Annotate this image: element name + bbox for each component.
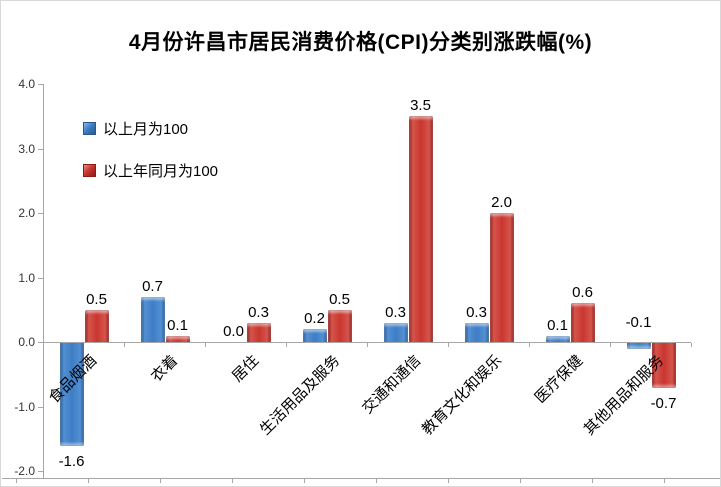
bar-blue-生活用品及服务 [302, 329, 327, 342]
bar-blue-医疗保健 [545, 335, 570, 342]
bottom-frame-tick [664, 479, 665, 483]
y-axis-tick [38, 406, 43, 408]
bar-blue-教育文化和娱乐 [464, 322, 489, 342]
legend-item-year-on-year: 以上年同月为100 [83, 160, 218, 181]
bar-value-label: -0.1 [625, 314, 652, 331]
bar-blue-其他用品和服务 [626, 343, 651, 350]
bar-value-label: 0.5 [86, 290, 107, 308]
y-tick-label: -1.0 [14, 399, 35, 414]
legend-swatch-blue-icon [83, 122, 96, 135]
bar-value-label: 0.7 [142, 277, 163, 295]
y-tick-label: 4.0 [18, 77, 35, 91]
bar-red-生活用品及服务 [327, 309, 352, 342]
category-label: 生活用品及服务 [256, 352, 343, 439]
bar-red-教育文化和娱乐 [489, 213, 514, 342]
category-boundary-tick [529, 343, 530, 347]
legend-swatch-red-icon [83, 164, 96, 177]
y-axis-tick [38, 342, 43, 343]
y-tick-label: -2.0 [14, 464, 35, 478]
y-axis [43, 84, 44, 478]
bar-red-居住 [246, 322, 271, 342]
legend-label-year-on-year: 以上年同月为100 [103, 163, 219, 180]
bar-red-医疗保健 [570, 303, 595, 342]
bottom-frame-tick [160, 479, 161, 483]
bottom-frame-tick [376, 479, 377, 483]
bar-red-衣着 [165, 335, 190, 342]
bar-value-label: 0.5 [329, 290, 350, 308]
y-axis-tick [38, 471, 43, 472]
legend-label-month-on-month: 以上月为100 [103, 121, 189, 138]
bar-blue-衣着 [140, 296, 165, 342]
bar-red-交通和通信 [408, 116, 433, 342]
y-axis-tick [38, 213, 43, 214]
bottom-frame-tick [16, 479, 17, 483]
category-boundary-tick [448, 343, 449, 347]
y-tick-label: 2.0 [18, 206, 35, 220]
bar-value-label: -0.7 [650, 395, 677, 413]
bar-value-label: 0.1 [167, 316, 188, 334]
y-tick-label: 1.0 [18, 270, 35, 285]
bottom-frame-tick [520, 479, 521, 483]
bottom-frame-tick [592, 479, 593, 483]
bar-value-label: 2.0 [491, 194, 512, 211]
y-axis-tick [38, 84, 43, 85]
category-boundary-tick [610, 343, 611, 347]
category-label: 居住 [228, 352, 262, 386]
category-label: 教育文化和娱乐 [418, 352, 505, 439]
bottom-frame-tick [232, 479, 233, 483]
bar-value-label: 0.3 [466, 303, 487, 321]
category-boundary-tick [367, 343, 368, 347]
category-label: 医疗保健 [531, 352, 586, 407]
y-axis-tick [38, 148, 43, 150]
bar-value-label: -1.6 [58, 453, 85, 471]
bar-value-label: 3.5 [410, 97, 431, 115]
bar-red-其他用品和服务 [651, 343, 676, 389]
y-tick-label: 3.0 [18, 141, 35, 156]
category-label: 交通和通信 [358, 352, 424, 418]
bar-value-label: 0.0 [223, 323, 244, 340]
legend-item-month-on-month: 以上月为100 [83, 118, 188, 139]
category-boundary-tick [205, 343, 206, 347]
y-axis-tick [38, 277, 43, 279]
category-boundary-tick [286, 343, 287, 347]
bar-value-label: 0.2 [304, 310, 325, 328]
category-boundary-tick [124, 343, 125, 347]
y-tick-label: 0.0 [18, 335, 35, 349]
bar-value-label: 0.3 [248, 303, 269, 321]
category-label: 衣着 [147, 352, 181, 386]
bar-blue-食品烟酒 [59, 343, 84, 447]
bar-red-食品烟酒 [84, 309, 109, 342]
chart-title: 4月份许昌市居民消费价格(CPI)分类别涨跌幅(%) [128, 31, 593, 54]
bar-blue-交通和通信 [383, 322, 408, 342]
bottom-frame-tick [448, 479, 449, 483]
bar-value-label: 0.1 [547, 316, 568, 334]
bottom-frame-tick [88, 479, 89, 483]
zero-axis [43, 342, 691, 343]
bar-value-label: 0.6 [572, 284, 593, 302]
bottom-frame-tick [304, 479, 305, 483]
bottom-frame [2, 478, 720, 479]
bar-value-label: 0.3 [385, 303, 406, 321]
category-boundary-tick [691, 343, 692, 347]
